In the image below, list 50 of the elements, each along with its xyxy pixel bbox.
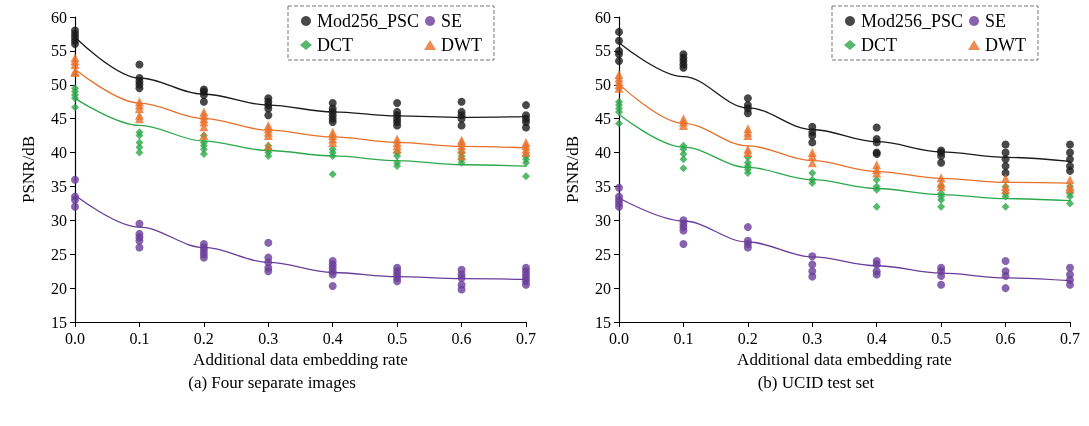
x-tick-label: 0.6 [995, 329, 1016, 347]
x-axis-title: Additional data embedding rate [737, 349, 952, 369]
y-tick-label: 40 [51, 144, 67, 162]
legend-label: DWT [985, 35, 1026, 55]
x-tick-label: 0.2 [193, 329, 214, 347]
y-axis-title: PSNR/dB [563, 135, 582, 204]
y-tick-label: 20 [51, 279, 67, 297]
x-tick-label: 0.7 [516, 329, 536, 347]
x-tick-label: 0.4 [866, 329, 887, 347]
x-tick-label: 0.6 [451, 329, 472, 347]
y-tick-label: 60 [595, 8, 611, 26]
y-tick-label: 55 [595, 42, 611, 60]
y-tick-label: 50 [51, 76, 67, 94]
y-tick-label: 45 [595, 110, 611, 128]
y-tick-label: 25 [51, 245, 67, 263]
x-tick-label: 0.2 [737, 329, 758, 347]
y-tick-label: 30 [595, 211, 611, 229]
x-tick-label: 0.1 [673, 329, 694, 347]
y-tick-label: 30 [51, 211, 67, 229]
x-tick-label: 0.1 [129, 329, 150, 347]
x-tick-label: 0.0 [609, 329, 629, 347]
x-tick-label: 0.4 [322, 329, 343, 347]
y-tick-label: 35 [51, 177, 67, 195]
y-tick-label: 45 [51, 110, 67, 128]
legend-label: SE [441, 11, 463, 31]
x-tick-label: 0.3 [802, 329, 823, 347]
legend-label: Mod256_PSC [316, 11, 420, 31]
y-tick-label: 40 [595, 144, 611, 162]
legend-label: Mod256_PSC [860, 11, 964, 31]
x-tick-label: 0.0 [65, 329, 85, 347]
text: (b) UCID test set [757, 373, 875, 392]
x-tick-label: 0.3 [258, 329, 279, 347]
y-tick-label: 15 [51, 313, 67, 331]
legend-label: DCT [860, 35, 897, 55]
legend-label: DWT [441, 35, 482, 55]
y-tick-label: 20 [595, 279, 611, 297]
x-axis-title: Additional data embedding rate [193, 349, 408, 369]
y-tick-label: 50 [595, 76, 611, 94]
y-axis-title: PSNR/dB [19, 135, 38, 204]
legend-label: SE [985, 11, 1007, 31]
legend-label: DCT [316, 35, 353, 55]
x-tick-label: 0.7 [1060, 329, 1080, 347]
y-tick-label: 55 [51, 42, 67, 60]
text: (a) Four separate images [188, 373, 356, 392]
y-tick-label: 25 [595, 245, 611, 263]
x-tick-label: 0.5 [387, 329, 408, 347]
y-tick-label: 15 [595, 313, 611, 331]
y-tick-label: 35 [595, 177, 611, 195]
y-tick-label: 60 [51, 8, 67, 26]
x-tick-label: 0.5 [931, 329, 952, 347]
